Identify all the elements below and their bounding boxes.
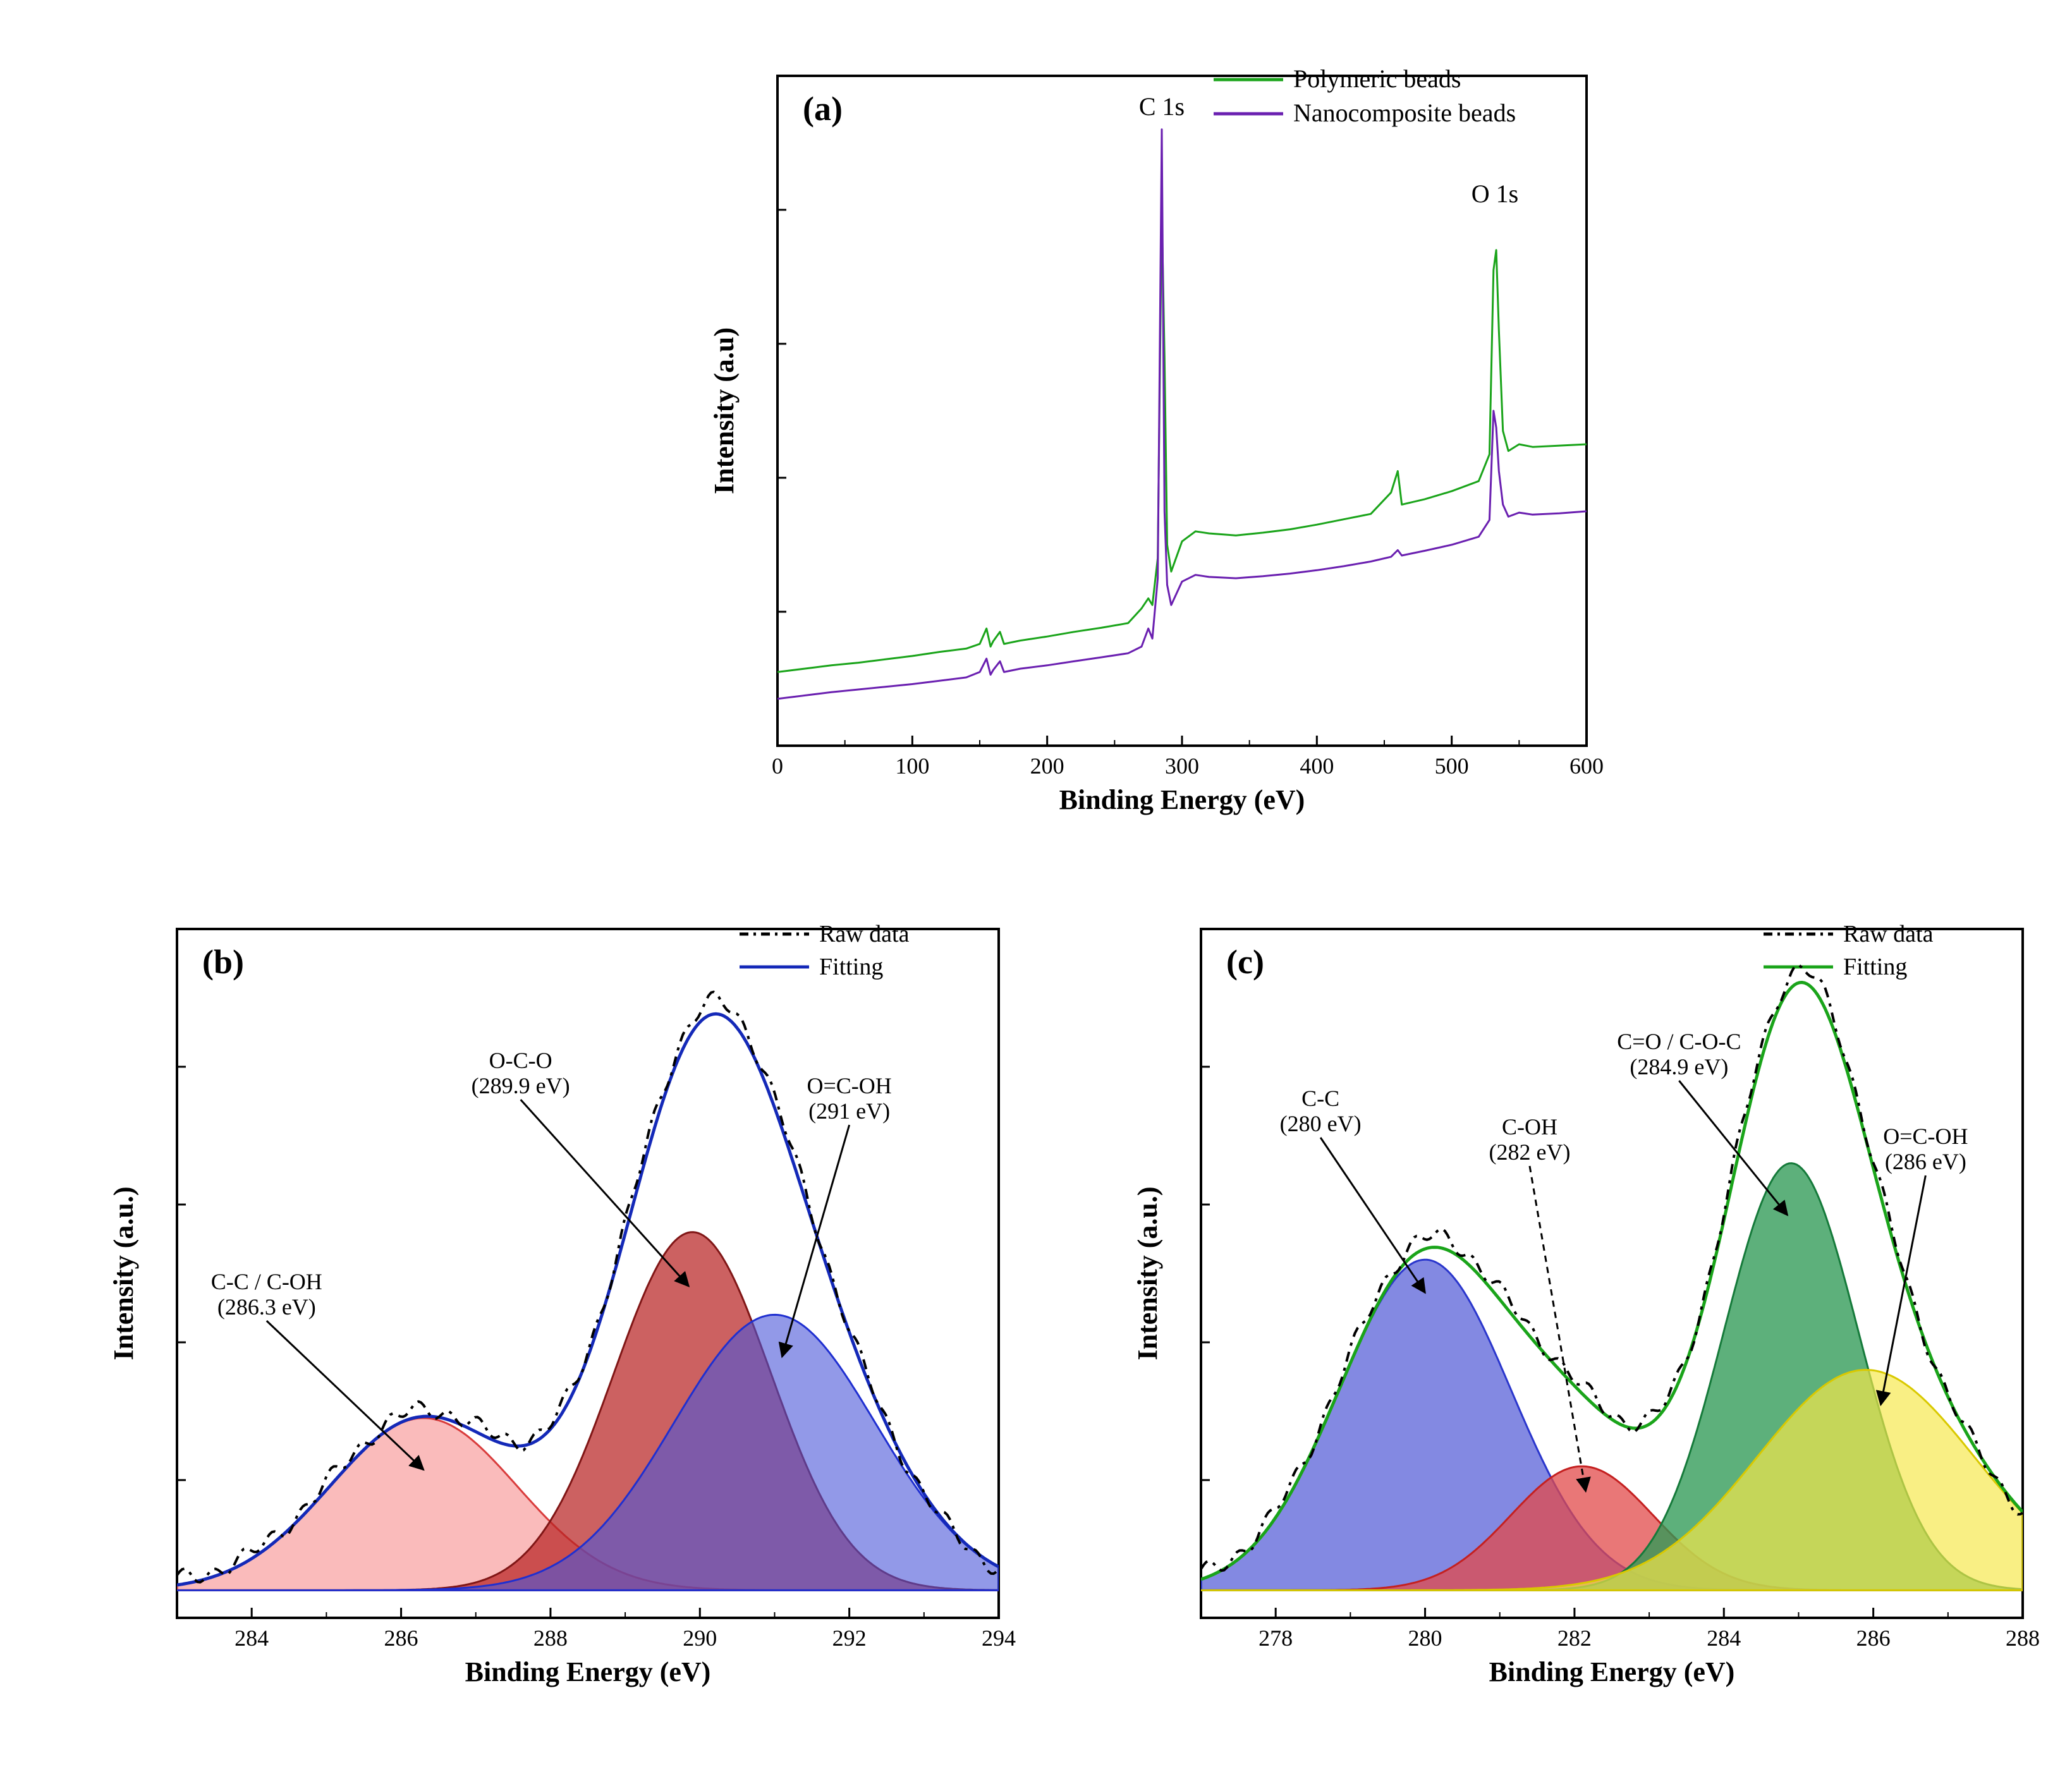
svg-text:280: 280: [1408, 1625, 1442, 1651]
callout-0: C-C / C-OH(286.3 eV): [211, 1269, 322, 1320]
svg-text:Polymeric beads: Polymeric beads: [1293, 64, 1461, 93]
svg-text:Intensity (a.u): Intensity (a.u): [709, 327, 740, 494]
xps-figure: 0 100 200 300 400 500 600 Binding Energy (eV) In…: [0, 0, 2072, 1779]
svg-text:Fitting: Fitting: [1843, 954, 1907, 980]
svg-text:282: 282: [1557, 1625, 1592, 1651]
svg-text:400: 400: [1300, 753, 1334, 779]
panel-a-svg: 0 100 200 300 400 500 600 Binding Energy (eV) In…: [632, 38, 1618, 828]
svg-text:290: 290: [683, 1625, 717, 1651]
svg-text:(c): (c): [1226, 943, 1264, 981]
panel-b-c1s-polymeric: 284 286 288 290 292 294 Binding Energy (eV) Int…: [44, 891, 1030, 1732]
panel-c-c1s-nanocomposite: 278 280 282 284 286 288 Binding Energy (eV) Int…: [1068, 891, 2054, 1732]
svg-text:200: 200: [1030, 753, 1064, 779]
svg-text:(a): (a): [803, 90, 843, 128]
svg-text:O 1s: O 1s: [1472, 179, 1518, 208]
svg-text:Binding Energy (eV): Binding Energy (eV): [1059, 784, 1305, 815]
svg-text:Intensity (a.u.): Intensity (a.u.): [108, 1186, 139, 1360]
svg-text:286: 286: [384, 1625, 418, 1651]
svg-text:Raw data: Raw data: [1843, 921, 1934, 947]
svg-text:Raw data: Raw data: [819, 921, 910, 947]
svg-text:Intensity (a.u.): Intensity (a.u.): [1132, 1186, 1163, 1360]
svg-text:286: 286: [1856, 1625, 1891, 1651]
svg-text:284: 284: [1707, 1625, 1741, 1651]
svg-text:288: 288: [533, 1625, 568, 1651]
callout-2: C=O / C-O-C(284.9 eV): [1617, 1029, 1741, 1079]
svg-text:294: 294: [982, 1625, 1016, 1651]
svg-text:278: 278: [1258, 1625, 1293, 1651]
svg-text:Binding Energy (eV): Binding Energy (eV): [1489, 1656, 1735, 1687]
svg-text:Binding Energy (eV): Binding Energy (eV): [465, 1656, 711, 1687]
panel-b-svg: 284 286 288 290 292 294 Binding Energy (eV) Int…: [44, 891, 1030, 1732]
svg-text:288: 288: [2006, 1625, 2040, 1651]
svg-text:Nanocomposite beads: Nanocomposite beads: [1293, 99, 1516, 127]
svg-text:284: 284: [235, 1625, 269, 1651]
svg-text:500: 500: [1435, 753, 1469, 779]
svg-text:600: 600: [1569, 753, 1604, 779]
svg-text:100: 100: [895, 753, 929, 779]
svg-text:(b): (b): [202, 943, 244, 981]
panel-c-svg: 278 280 282 284 286 288 Binding Energy (eV) Int…: [1068, 891, 2054, 1732]
svg-text:300: 300: [1165, 753, 1199, 779]
svg-text:C 1s: C 1s: [1139, 92, 1185, 121]
panel-a-survey-spectrum: 0 100 200 300 400 500 600 Binding Energy (eV) In…: [632, 38, 1618, 828]
svg-text:292: 292: [832, 1625, 867, 1651]
svg-text:0: 0: [772, 753, 783, 779]
callout-2: O=C-OH(291 eV): [807, 1073, 891, 1124]
callout-3: O=C-OH(286 eV): [1883, 1124, 1968, 1174]
svg-text:Fitting: Fitting: [819, 954, 883, 980]
